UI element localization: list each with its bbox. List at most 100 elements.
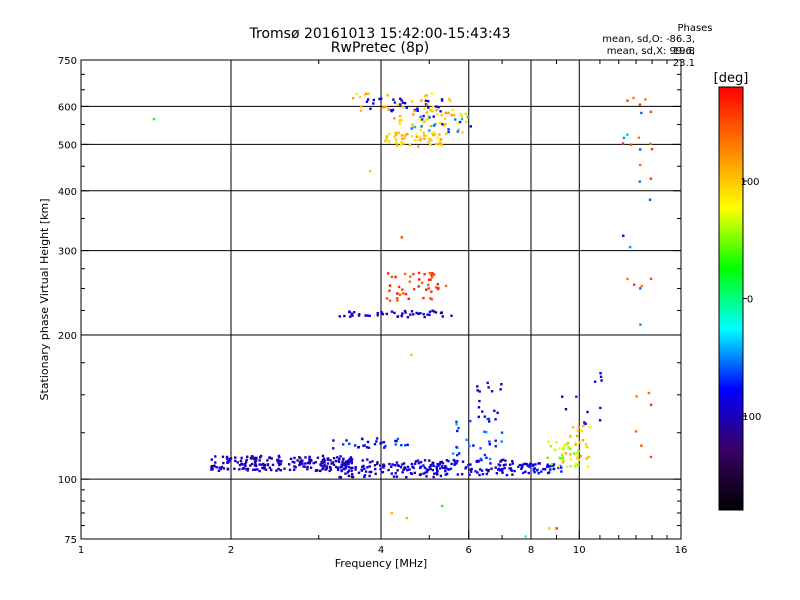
echo-point	[437, 142, 440, 146]
echo-point	[401, 288, 404, 291]
echo-point	[376, 314, 379, 317]
echo-point	[575, 434, 579, 438]
echo-point	[430, 274, 433, 277]
echo-point	[429, 124, 433, 128]
echo-point	[319, 469, 322, 473]
echo-point	[390, 465, 393, 468]
echo-point	[464, 112, 467, 116]
echo-point	[367, 446, 371, 449]
echo-point	[429, 278, 432, 281]
echo-point	[390, 275, 394, 279]
echo-point	[505, 473, 509, 477]
echo-point	[435, 105, 438, 108]
y-tick-label: 400	[58, 187, 77, 198]
echo-point	[432, 273, 436, 276]
echo-point	[649, 110, 653, 114]
echo-point	[520, 467, 523, 471]
echo-point	[420, 281, 424, 284]
echo-point	[640, 284, 643, 288]
echo-point	[558, 456, 561, 460]
echo-point	[428, 116, 431, 119]
echo-point	[501, 471, 504, 474]
echo-point	[460, 114, 463, 118]
echo-point	[545, 465, 549, 468]
echo-point	[309, 466, 313, 469]
echo-point	[464, 467, 467, 470]
echo-point	[303, 465, 306, 468]
echo-point	[394, 133, 398, 137]
echo-point	[427, 114, 430, 118]
echo-point	[334, 459, 337, 463]
echo-point	[261, 466, 264, 470]
echo-point	[504, 463, 507, 466]
echo-point	[567, 445, 571, 449]
echo-point	[508, 463, 512, 466]
echo-point	[233, 467, 236, 470]
echo-point	[394, 275, 397, 279]
echo-point	[569, 453, 572, 456]
echo-point	[382, 106, 385, 109]
echo-point	[487, 417, 491, 421]
echo-point	[481, 410, 484, 413]
echo-point	[396, 437, 400, 441]
echo-point	[345, 464, 348, 468]
echo-point	[376, 461, 379, 464]
echo-point	[422, 296, 425, 300]
echo-point	[562, 459, 565, 462]
echo-point	[600, 379, 603, 382]
echo-point	[422, 312, 425, 316]
echo-point	[425, 470, 429, 474]
echo-point	[447, 459, 450, 463]
echo-point	[649, 455, 653, 459]
echo-point	[432, 133, 435, 137]
echo-point	[338, 475, 341, 479]
echo-point	[332, 439, 335, 442]
echo-point	[555, 440, 558, 444]
echo-point	[499, 388, 502, 391]
echo-point	[351, 97, 355, 100]
echo-point	[345, 462, 349, 465]
echo-point	[425, 94, 428, 97]
echo-point	[384, 444, 387, 448]
echo-point	[448, 98, 451, 101]
echo-point	[395, 461, 399, 464]
echo-point	[245, 455, 249, 458]
echo-point	[426, 313, 429, 316]
echo-point	[396, 464, 399, 467]
echo-point	[490, 467, 493, 470]
echo-point	[399, 103, 402, 106]
echo-point	[454, 118, 457, 121]
echo-point	[215, 466, 218, 469]
echo-point	[421, 118, 424, 121]
echo-point	[357, 446, 360, 449]
echo-point	[324, 468, 327, 471]
echo-point	[152, 117, 156, 121]
echo-point	[401, 101, 405, 104]
echo-point	[417, 461, 421, 465]
echo-point	[283, 467, 286, 470]
echo-point	[430, 275, 434, 279]
echo-point	[368, 465, 371, 468]
echo-point	[415, 133, 418, 136]
echo-point	[244, 461, 248, 464]
echo-point	[435, 467, 439, 471]
echo-point	[234, 456, 237, 459]
echo-point	[395, 141, 398, 145]
echo-point	[569, 447, 572, 451]
echo-point	[532, 469, 536, 472]
echo-point	[427, 468, 430, 472]
echo-point	[417, 312, 420, 315]
echo-point	[252, 468, 255, 471]
echo-point	[626, 99, 629, 102]
echo-point	[500, 383, 503, 386]
echo-point	[390, 109, 393, 113]
echo-point	[379, 467, 382, 471]
phases-heading: Phases	[677, 23, 713, 34]
echo-point	[403, 136, 406, 140]
echo-point	[380, 310, 383, 314]
echo-point	[503, 466, 506, 470]
echo-point	[647, 391, 651, 395]
echo-point	[632, 283, 636, 286]
echo-point	[368, 169, 372, 173]
echo-point	[373, 442, 377, 446]
